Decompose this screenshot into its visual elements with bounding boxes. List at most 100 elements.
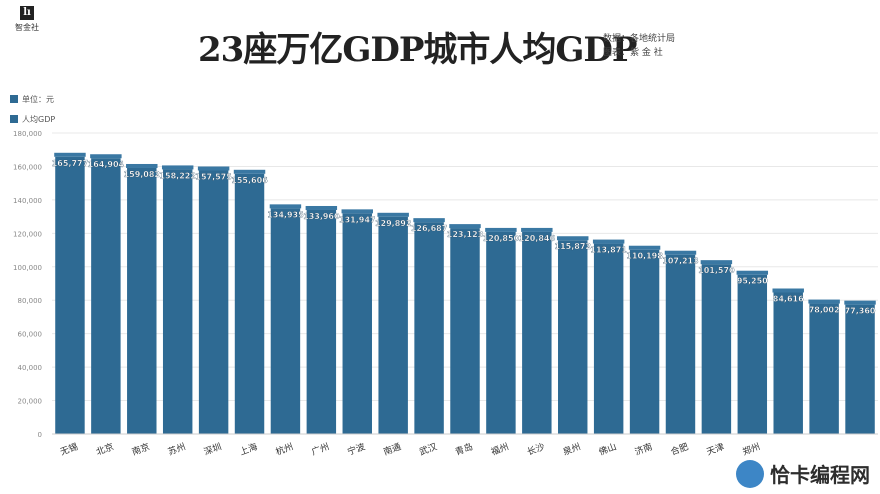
data-label: 133,960 <box>303 212 340 221</box>
x-tick-label: 宁波 <box>346 440 367 457</box>
bar-cap <box>664 250 697 255</box>
data-label: 110,198 <box>626 252 663 261</box>
source-note: 数据：各地统计局 图表：紫 金 社 <box>603 32 675 60</box>
x-tick-label: 天津 <box>705 441 726 457</box>
bar <box>342 213 372 434</box>
bar-cap <box>449 224 481 229</box>
brand-logo: lı 智金社 <box>10 4 44 33</box>
x-tick-label: 上海 <box>238 440 259 457</box>
bar-cap <box>736 270 769 275</box>
data-label: 107,213 <box>662 257 698 266</box>
bar-cap <box>557 236 589 241</box>
bar <box>127 167 157 434</box>
chart-title: 23座万亿GDP城市人均GDP <box>198 30 637 70</box>
bar-cap <box>844 300 876 305</box>
y-tick-label: 60,000 <box>18 331 43 339</box>
bar-cap <box>197 166 230 171</box>
bar-cap <box>90 154 122 159</box>
data-label: 165,777 <box>52 159 88 168</box>
x-tick-label: 杭州 <box>274 440 295 457</box>
data-label: 78,002 <box>809 306 840 315</box>
x-tick-label: 苏州 <box>166 440 187 457</box>
data-label: 115,872 <box>555 242 591 251</box>
bar-cap <box>126 163 158 168</box>
bar-cap <box>54 152 86 157</box>
y-tick-label: 140,000 <box>13 197 42 205</box>
x-tick-label: 福州 <box>489 440 510 457</box>
data-label: 134,935 <box>267 210 304 219</box>
data-label: 155,606 <box>231 176 268 185</box>
data-label: 113,871 <box>590 246 627 255</box>
bar <box>306 209 337 434</box>
data-label: 101,570 <box>698 266 735 275</box>
x-tick-label: 泉州 <box>561 440 582 457</box>
legend-series-text: 人均GDP <box>22 115 56 124</box>
bar <box>198 170 229 435</box>
x-tick-label: 佛山 <box>597 440 618 457</box>
bar-cap <box>592 239 625 244</box>
x-tick-label: 长沙 <box>525 440 546 457</box>
watermark: 恰卡编程网 <box>736 459 870 488</box>
logo-mark: lı <box>20 6 34 20</box>
data-label: 84,616 <box>773 295 804 304</box>
source-line: 数据：各地统计局 <box>603 34 676 44</box>
bar <box>55 156 85 435</box>
data-label: 158,222 <box>159 171 195 180</box>
bar <box>809 303 839 434</box>
y-tick-label: 180,000 <box>13 130 42 138</box>
watermark-text: 恰卡编程网 <box>770 463 870 487</box>
bar-cap <box>772 288 804 293</box>
bar <box>378 216 408 434</box>
x-tick-label: 深圳 <box>202 441 223 457</box>
bar <box>701 264 732 434</box>
data-label: 131,947 <box>339 215 375 224</box>
bar <box>845 304 875 434</box>
y-tick-label: 40,000 <box>18 364 43 372</box>
bar-cap <box>377 212 409 217</box>
bar <box>234 173 265 435</box>
bar <box>270 208 301 434</box>
legend-swatch <box>10 95 18 103</box>
bar-cap <box>700 260 733 265</box>
bar-cap <box>161 165 194 170</box>
legend-unit: 单位：元 <box>10 90 55 110</box>
bar-cap <box>485 227 517 232</box>
bar <box>162 169 193 434</box>
legend-series: 人均GDP <box>10 110 55 130</box>
x-tick-label: 南通 <box>382 440 403 457</box>
legend-swatch <box>10 115 18 123</box>
y-tick-label: 0 <box>38 431 42 439</box>
bar-cap <box>233 169 266 174</box>
bar <box>558 240 588 434</box>
data-label: 120,850 <box>483 234 520 243</box>
x-tick-label: 郑州 <box>741 440 762 457</box>
logo-text: 智金社 <box>15 23 39 32</box>
bar-cap <box>521 227 553 232</box>
data-label: 126,687 <box>411 224 447 233</box>
watermark-icon <box>736 459 764 488</box>
x-tick-label: 广州 <box>310 440 331 457</box>
bar <box>665 254 696 434</box>
data-label: 77,360 <box>845 307 876 316</box>
y-tick-label: 120,000 <box>13 230 42 238</box>
data-label: 120,846 <box>519 234 556 243</box>
x-tick-label: 合肥 <box>669 440 690 457</box>
x-tick-label: 青岛 <box>453 440 474 457</box>
y-tick-label: 80,000 <box>18 297 43 305</box>
bar <box>773 292 803 434</box>
bar <box>450 228 480 434</box>
bar <box>414 222 444 434</box>
y-tick-label: 20,000 <box>18 398 43 406</box>
data-label: 129,892 <box>375 219 411 228</box>
legend-unit-text: 单位：元 <box>22 95 54 104</box>
bar-cap <box>341 209 373 214</box>
bar <box>593 243 624 434</box>
x-tick-label: 南京 <box>130 440 151 457</box>
design-line: 图表：紫 金 社 <box>603 48 663 58</box>
x-tick-label: 北京 <box>94 440 115 457</box>
legend: 单位：元 人均GDP <box>10 90 55 130</box>
x-tick-label: 济南 <box>633 440 654 457</box>
bar-cap <box>269 204 302 209</box>
data-label: 159,082 <box>124 170 160 179</box>
